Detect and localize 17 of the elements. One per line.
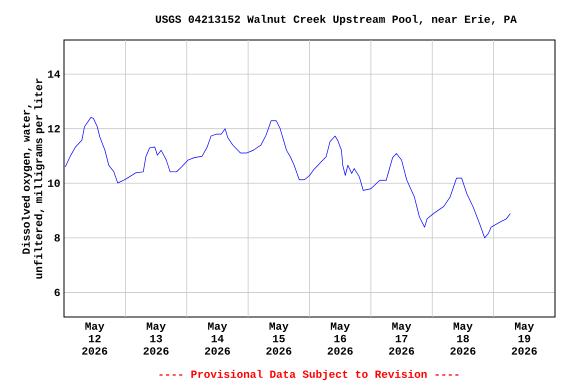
y-tick-label: 12 xyxy=(48,125,60,132)
x-tick-label: May 17 2026 xyxy=(389,322,414,355)
x-tick-label: May 12 2026 xyxy=(82,322,108,355)
x-tick-label: May 19 2026 xyxy=(512,322,537,355)
y-tick-label: 14 xyxy=(48,70,60,78)
chart-title: USGS 04213152 Walnut Creek Upstream Pool, near Erie, PA xyxy=(156,14,517,26)
x-tick-label: May 18 2026 xyxy=(450,322,476,355)
x-tick-label: May 15 2026 xyxy=(266,322,292,355)
line-series xyxy=(64,117,511,238)
y-axis-title: Dissolved oxygen, water, unfiltered, milligrams per liter xyxy=(22,78,44,279)
x-tick-label: May 16 2026 xyxy=(328,322,353,355)
x-tick-label: May 14 2026 xyxy=(204,322,230,355)
y-tick-label: 6 xyxy=(54,288,60,296)
text: ---- Provisional Data Subject to Revision ---- xyxy=(159,370,458,380)
y-tick-label: 8 xyxy=(54,234,60,242)
y-tick-label: 10 xyxy=(48,180,60,187)
x-tick-label: May 13 2026 xyxy=(144,322,169,355)
